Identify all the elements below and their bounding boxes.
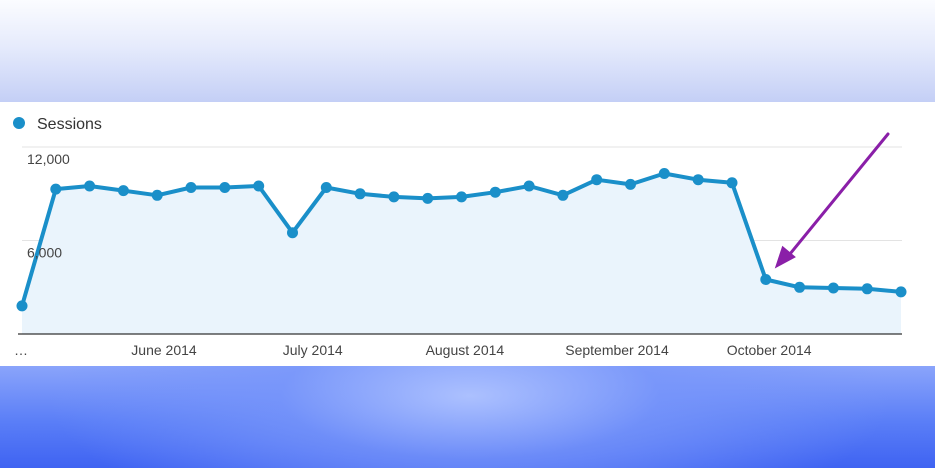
data-point-12[interactable] (422, 192, 434, 204)
data-point-16[interactable] (557, 189, 569, 201)
sessions-line-chart: 12,000 6,000 … June 2014 July 2014 August 201… (13, 116, 907, 358)
series-area-sessions (22, 173, 901, 334)
y-tick-label-0: 12,000 (27, 151, 70, 167)
data-point-20[interactable] (692, 174, 704, 186)
y-tick-label-1: 6,000 (27, 245, 62, 261)
top-background-band (0, 0, 935, 102)
data-point-15[interactable] (523, 180, 535, 192)
data-point-0[interactable] (16, 300, 28, 312)
x-tick-label-3: August 2014 (426, 342, 505, 358)
data-point-17[interactable] (591, 174, 603, 186)
annotation-arrow-shaft (787, 132, 890, 257)
data-point-8[interactable] (287, 227, 298, 239)
sessions-chart-panel: 12,000 6,000 … June 2014 July 2014 August 201… (0, 102, 935, 366)
data-point-5[interactable] (185, 182, 197, 193)
data-point-23[interactable] (794, 281, 806, 293)
legend-label-sessions: Sessions (37, 116, 102, 133)
point-layer (16, 168, 907, 312)
data-point-10[interactable] (354, 188, 366, 200)
data-point-1[interactable] (50, 183, 62, 195)
data-point-6[interactable] (219, 182, 231, 193)
data-point-9[interactable] (320, 182, 332, 193)
data-point-3[interactable] (117, 185, 129, 197)
x-tick-label-5: October 2014 (727, 342, 812, 358)
legend-marker-sessions (13, 117, 25, 129)
data-point-7[interactable] (253, 180, 265, 192)
x-tick-label-2: July 2014 (283, 342, 343, 358)
data-point-13[interactable] (456, 191, 467, 203)
x-tick-label-0: … (14, 342, 28, 358)
data-point-19[interactable] (658, 168, 670, 179)
data-point-21[interactable] (726, 177, 738, 189)
area-layer (22, 173, 901, 334)
data-point-22[interactable] (760, 274, 772, 285)
data-point-25[interactable] (861, 283, 873, 295)
x-tick-label-4: September 2014 (565, 342, 669, 358)
data-point-11[interactable] (388, 191, 400, 203)
data-point-18[interactable] (625, 178, 636, 190)
data-point-4[interactable] (151, 189, 163, 201)
data-point-14[interactable] (489, 186, 501, 198)
annotation-arrow (774, 132, 890, 269)
legend[interactable]: Sessions (13, 116, 102, 133)
data-point-26[interactable] (895, 286, 907, 298)
bottom-background-band (0, 366, 935, 468)
x-tick-label-1: June 2014 (131, 342, 197, 358)
annotation-arrow-head (774, 245, 796, 269)
data-point-2[interactable] (84, 180, 96, 192)
axis-layer: 12,000 6,000 … June 2014 July 2014 August 201… (14, 151, 902, 358)
data-point-24[interactable] (827, 282, 839, 294)
